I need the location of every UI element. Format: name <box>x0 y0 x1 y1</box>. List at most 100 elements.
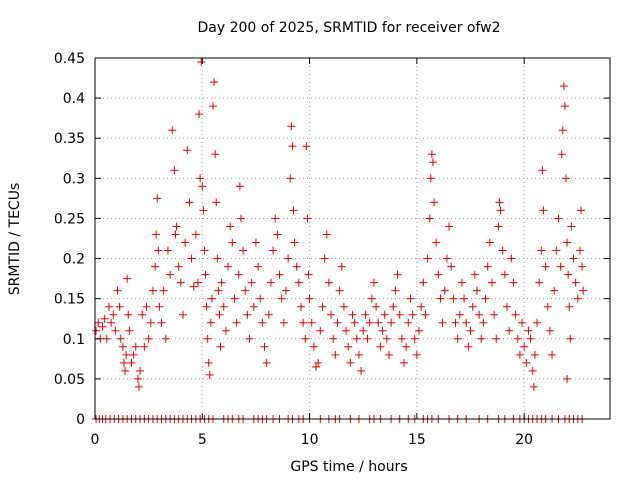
data-point <box>251 238 260 247</box>
data-point <box>389 302 398 311</box>
data-point <box>207 294 216 303</box>
data-point <box>243 310 252 319</box>
data-point <box>507 254 516 263</box>
data-point <box>185 198 194 207</box>
data-point <box>481 294 490 303</box>
data-point <box>495 198 504 207</box>
y-tick-label: 0 <box>76 412 85 428</box>
data-point <box>287 122 296 131</box>
data-point <box>557 150 566 159</box>
y-axis-label: SRMTID / TECUs <box>7 183 23 296</box>
data-point <box>166 270 175 279</box>
data-point <box>127 358 136 367</box>
data-point <box>447 262 456 271</box>
data-point <box>292 262 301 271</box>
data-point <box>286 174 295 183</box>
data-point <box>191 230 200 239</box>
data-point <box>200 246 209 255</box>
data-point <box>205 370 214 379</box>
data-point <box>284 254 293 263</box>
data-point <box>352 334 361 343</box>
x-tick-label: 20 <box>515 432 533 448</box>
data-point <box>299 318 308 327</box>
data-point <box>346 358 355 367</box>
data-point <box>181 238 190 247</box>
data-point <box>258 318 267 327</box>
data-point <box>498 246 507 255</box>
data-point <box>301 334 310 343</box>
grid-lines <box>95 58 610 419</box>
axes: 0 0.05 0.1 0.15 0.2 0.25 0.3 0.35 0.4 0.45 0 5 10 15 2… <box>54 51 610 448</box>
data-point <box>494 222 503 231</box>
data-point <box>297 302 305 311</box>
data-point <box>426 174 435 183</box>
data-point <box>318 302 327 311</box>
data-point <box>408 310 417 319</box>
data-point <box>533 318 542 327</box>
data-point <box>153 194 162 203</box>
data-point <box>94 318 103 327</box>
data-point <box>477 334 486 343</box>
data-point <box>528 366 537 375</box>
data-point <box>376 342 385 351</box>
data-point <box>249 302 258 311</box>
data-point <box>146 318 155 327</box>
data-point <box>518 318 527 327</box>
data-point <box>109 310 118 319</box>
data-point <box>457 278 466 287</box>
data-point <box>539 206 548 215</box>
data-point <box>159 286 168 295</box>
data-point <box>260 342 269 351</box>
data-point <box>307 318 316 327</box>
data-point <box>245 334 254 343</box>
data-point <box>294 278 303 287</box>
x-tick-label: 15 <box>408 432 426 448</box>
data-point <box>140 342 149 351</box>
data-point <box>415 326 424 335</box>
data-point <box>136 366 145 375</box>
y-tick-label: 0.4 <box>63 91 85 107</box>
data-point <box>335 286 344 295</box>
y-tick-label: 0.3 <box>63 171 85 187</box>
data-point <box>402 342 411 351</box>
data-point <box>247 278 256 287</box>
data-point <box>168 126 177 135</box>
data-point <box>219 302 228 311</box>
data-point <box>290 238 299 247</box>
data-point <box>203 334 212 343</box>
data-point <box>100 314 109 323</box>
data-point <box>230 294 239 303</box>
data-point <box>122 350 131 359</box>
data-point <box>384 350 393 359</box>
data-point <box>374 318 383 327</box>
data-point <box>515 350 524 359</box>
data-point <box>121 366 130 375</box>
data-point <box>221 326 230 335</box>
data-point <box>475 310 484 319</box>
data-point <box>354 350 363 359</box>
data-point <box>201 270 210 279</box>
data-point <box>148 286 157 295</box>
data-point <box>178 310 187 319</box>
data-point <box>436 294 445 303</box>
y-tick-label: 0.1 <box>63 332 85 348</box>
data-point <box>275 270 284 279</box>
data-point <box>496 206 505 215</box>
data-point <box>372 302 381 311</box>
data-point <box>503 302 511 311</box>
data-point <box>357 366 366 375</box>
data-point <box>92 326 101 335</box>
data-point <box>573 294 582 303</box>
data-point <box>176 278 185 287</box>
data-point <box>567 222 576 231</box>
data-point <box>194 278 202 287</box>
data-point <box>524 326 533 335</box>
data-point <box>453 334 462 343</box>
data-point <box>393 270 402 279</box>
data-point <box>239 246 248 255</box>
data-point <box>483 262 492 271</box>
data-point <box>228 238 237 247</box>
data-point <box>209 102 218 111</box>
data-point <box>344 342 353 351</box>
